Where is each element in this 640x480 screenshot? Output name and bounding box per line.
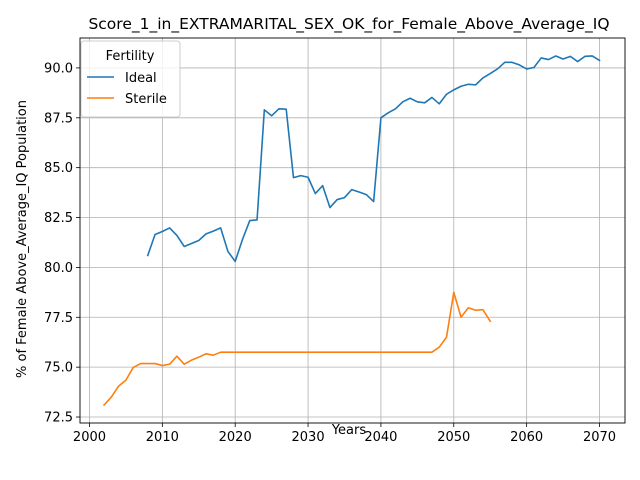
y-tick-label: 82.5 xyxy=(44,211,73,226)
y-tick-label: 85.0 xyxy=(44,161,73,176)
y-tick-label: 90.0 xyxy=(44,61,73,76)
legend-label-ideal: Ideal xyxy=(125,71,157,86)
legend-label-sterile: Sterile xyxy=(125,92,167,107)
legend-title: Fertility xyxy=(106,49,155,64)
plot-area-frame xyxy=(79,37,626,424)
chart-title: Score_1_in_EXTRAMARITAL_SEX_OK_for_Femal… xyxy=(88,15,609,34)
x-tick-label: 2020 xyxy=(219,430,252,445)
axis-ticks: 2000 2010 2020 2030 2040 2050 2060 2070 72.5 75.0… xyxy=(44,61,616,445)
series-line-ideal xyxy=(146,55,601,263)
x-tick-label: 2050 xyxy=(437,430,470,445)
legend: Fertility Ideal Sterile xyxy=(80,40,181,118)
x-tick-label: 2030 xyxy=(292,430,325,445)
y-tick-label: 72.5 xyxy=(44,411,73,426)
x-tick-label: 2040 xyxy=(364,430,397,445)
series-line-sterile xyxy=(102,291,492,407)
series-lines xyxy=(102,55,601,407)
y-tick-label: 77.5 xyxy=(44,311,73,326)
y-tick-label: 75.0 xyxy=(44,361,73,376)
grid xyxy=(80,38,625,423)
y-axis-label: % of Female Above_Average_IQ Population xyxy=(15,100,30,378)
x-tick-label: 2010 xyxy=(146,430,179,445)
y-tick-label: 80.0 xyxy=(44,261,73,276)
y-tick-label: 87.5 xyxy=(44,111,73,126)
x-tick-label: 2060 xyxy=(510,430,543,445)
x-axis-label: Years xyxy=(331,423,367,438)
x-tick-label: 2000 xyxy=(73,430,106,445)
x-tick-label: 2070 xyxy=(583,430,616,445)
